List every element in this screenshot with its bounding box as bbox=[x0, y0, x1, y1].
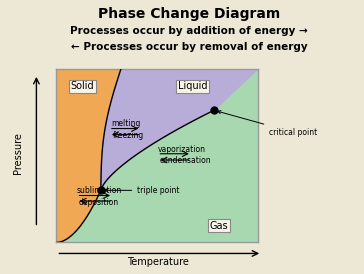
Text: Pressure: Pressure bbox=[13, 133, 23, 174]
Text: ← Processes occur by removal of energy: ← Processes occur by removal of energy bbox=[71, 42, 308, 52]
Text: Solid: Solid bbox=[71, 81, 94, 91]
Text: condensation: condensation bbox=[159, 156, 211, 165]
Text: vaporization: vaporization bbox=[158, 145, 205, 154]
Text: triple point: triple point bbox=[105, 186, 180, 195]
Polygon shape bbox=[101, 68, 258, 190]
Text: Temperature: Temperature bbox=[127, 257, 189, 267]
Polygon shape bbox=[56, 68, 121, 242]
Text: Phase Change Diagram: Phase Change Diagram bbox=[98, 7, 280, 21]
Text: freezing: freezing bbox=[113, 131, 144, 140]
Text: melting: melting bbox=[111, 119, 141, 129]
Text: Liquid: Liquid bbox=[178, 81, 207, 91]
Text: deposition: deposition bbox=[79, 198, 119, 207]
Text: Gas: Gas bbox=[210, 221, 229, 230]
Text: sublimation: sublimation bbox=[77, 186, 122, 195]
Text: critical point: critical point bbox=[218, 111, 317, 137]
Polygon shape bbox=[56, 68, 258, 242]
Text: Processes occur by addition of energy →: Processes occur by addition of energy → bbox=[70, 26, 308, 36]
